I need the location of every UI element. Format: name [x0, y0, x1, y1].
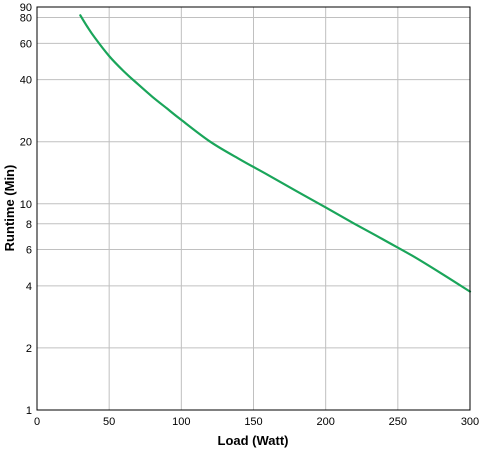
y-tick-label: 10	[20, 199, 32, 211]
y-axis-title: Runtime (Min)	[2, 165, 17, 252]
y-tick-label: 80	[20, 13, 32, 25]
x-tick-label: 300	[461, 416, 479, 428]
series-layer	[79, 14, 472, 293]
plot-frame	[36, 6, 471, 411]
y-tick-label: 60	[20, 38, 32, 50]
y-tick-label: 1	[26, 405, 32, 417]
x-tick-label: 200	[316, 416, 334, 428]
y-tick-label: 8	[26, 219, 32, 231]
y-tick-label: 40	[20, 75, 32, 87]
x-tick-label: 100	[172, 416, 190, 428]
runtime-curve	[79, 14, 472, 293]
y-tick-label: 2	[26, 343, 32, 355]
y-tick-label: 6	[26, 245, 32, 257]
y-tick-label: 90	[20, 2, 32, 14]
grid-lines	[37, 7, 470, 410]
y-tick-label: 4	[26, 281, 32, 293]
x-tick-label: 0	[34, 416, 40, 428]
x-axis-title: Load (Watt)	[218, 433, 289, 448]
x-tick-label: 50	[103, 416, 115, 428]
y-tick-label: 20	[20, 137, 32, 149]
x-tick-label: 250	[389, 416, 407, 428]
x-tick-labels: 0 50 100 150 200 250 300	[34, 416, 479, 428]
x-tick-label: 150	[244, 416, 262, 428]
